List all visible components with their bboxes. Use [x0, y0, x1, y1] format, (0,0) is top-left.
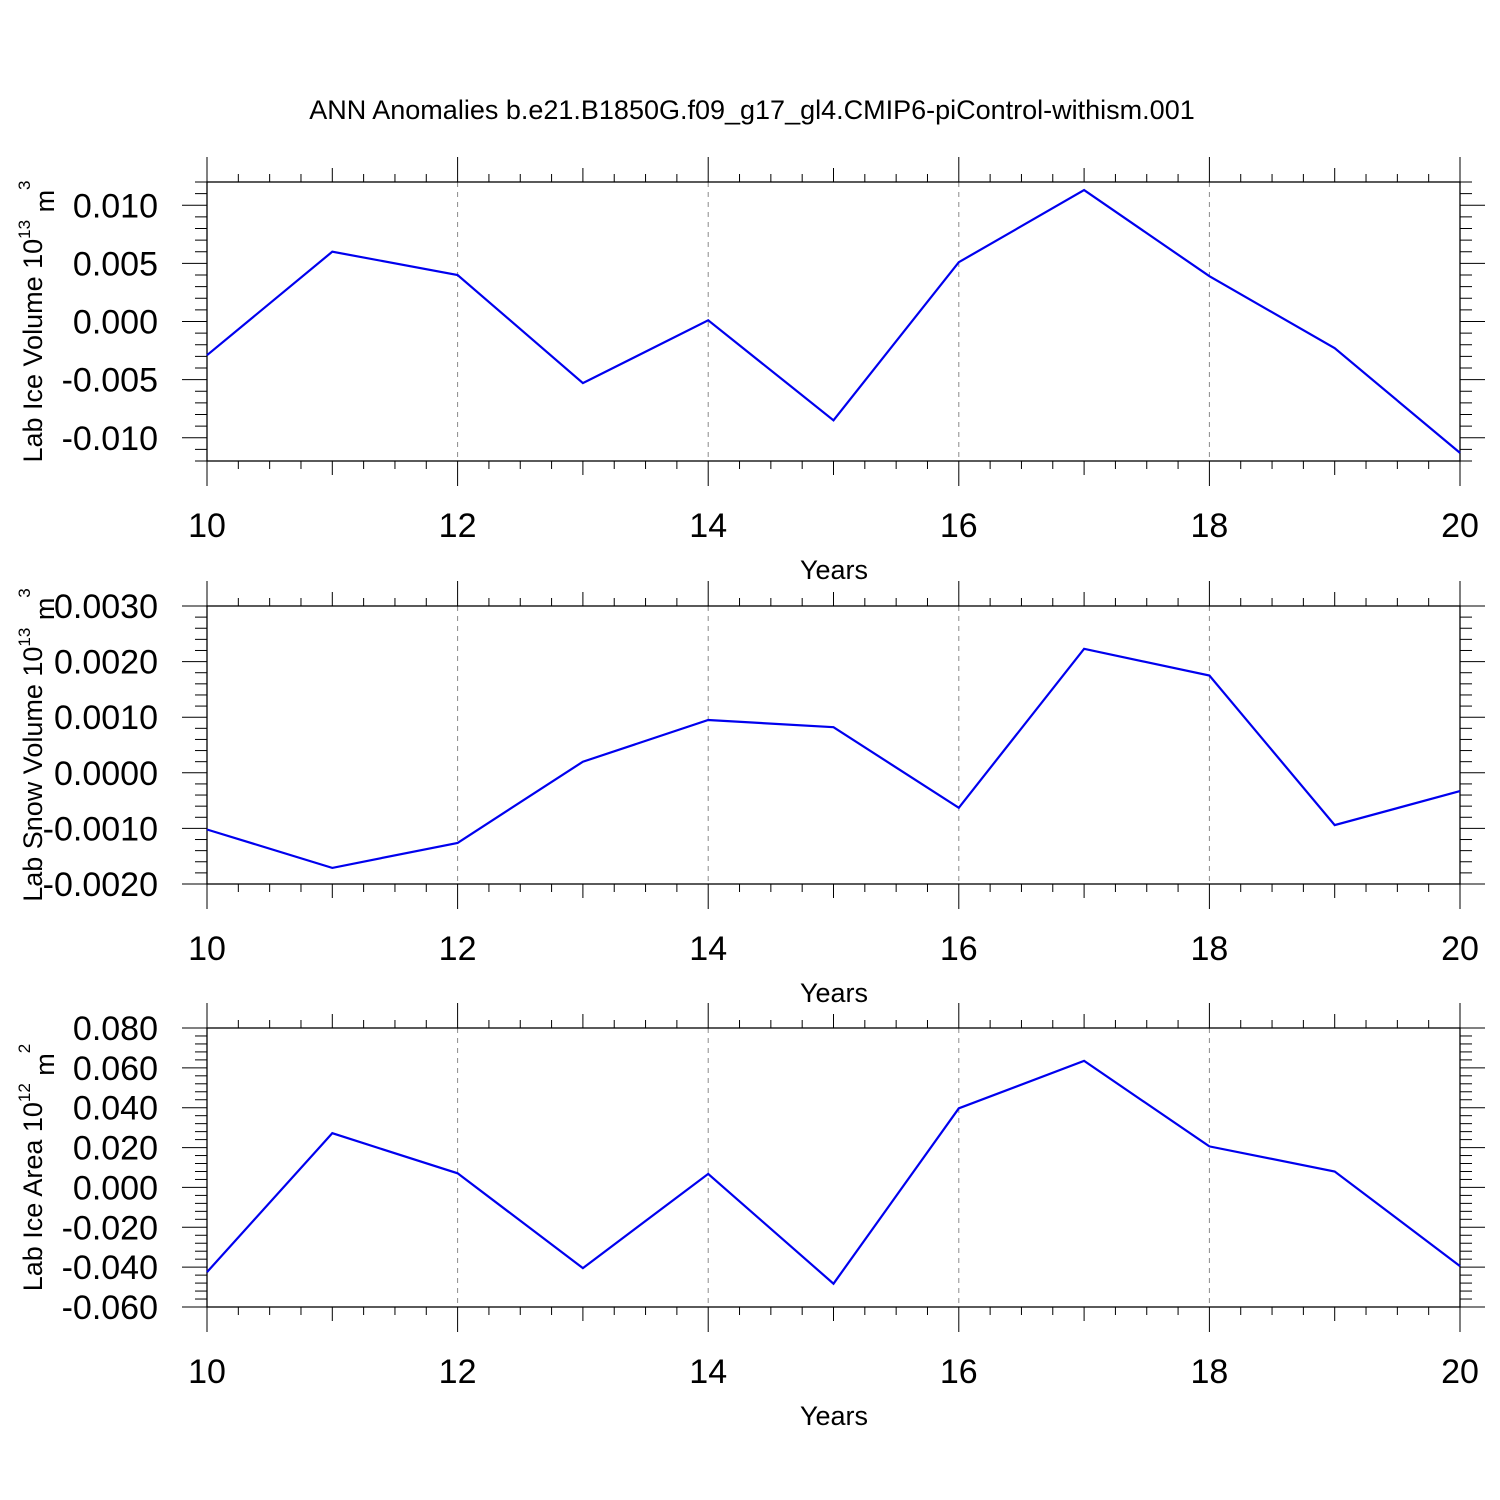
y-tick-label: 0.000: [73, 304, 158, 342]
y-tick-label: -0.0010: [43, 810, 158, 848]
y-axis-label-ylabel-exp: 12: [15, 1083, 34, 1102]
y-tick-label: -0.020: [62, 1209, 158, 1247]
y-axis-label-ylabel-unit-exp: 3: [15, 180, 34, 189]
y-tick-label: 0.080: [73, 1010, 158, 1048]
y-tick-label: 0.005: [73, 245, 158, 283]
x-tick-label: 14: [689, 930, 727, 968]
y-axis-label-ylabel-unit: m: [30, 190, 60, 220]
plot-frame: [206, 605, 1461, 885]
y-tick-label: -0.005: [62, 362, 158, 400]
x-tick-label: 12: [439, 930, 477, 968]
x-tick-label: 14: [689, 507, 727, 545]
x-tick-label: 14: [689, 1353, 727, 1391]
y-tick-label: 0.040: [73, 1090, 158, 1128]
y-tick-label: -0.010: [62, 420, 158, 458]
y-axis-label-ylabel-exp: 13: [15, 220, 34, 239]
panel-3: 0.0800.0600.0400.0200.000-0.020-0.040-0.…: [15, 1003, 1485, 1431]
series-line: [206, 647, 1461, 870]
y-tick-label: -0.0020: [43, 866, 158, 904]
y-tick-label: 0.0030: [54, 588, 158, 626]
y-tick-label: 0.0000: [54, 755, 158, 793]
x-tick-label: 20: [1441, 930, 1479, 968]
x-tick-label: 18: [1190, 507, 1228, 545]
x-tick-label: 16: [940, 507, 978, 545]
y-tick-label: 0.0020: [54, 644, 158, 682]
x-axis-label: Years: [800, 1401, 868, 1431]
y-tick-label: 0.0010: [54, 699, 158, 737]
y-axis-label: Lab Ice Volume 1013 m3: [15, 180, 60, 462]
y-axis-label-ylabel-exp: 13: [15, 628, 34, 647]
x-tick-label: 16: [940, 930, 978, 968]
y-tick-label: -0.040: [62, 1249, 158, 1287]
series-line: [206, 188, 1461, 454]
x-tick-label: 12: [439, 507, 477, 545]
y-axis-label-ylabel: Lab Snow Volume 10: [18, 647, 48, 902]
series-line: [206, 1059, 1461, 1286]
y-axis-label-ylabel-unit-exp: 2: [15, 1044, 34, 1053]
panel-2: 0.0030 0.0020 0.0010 0.0000 -0.0010 -0.0020 10…: [15, 581, 1485, 1008]
y-axis-label-ylabel-unit-exp: 3: [15, 588, 34, 597]
x-tick-label: 20: [1441, 507, 1479, 545]
x-tick-label: 12: [439, 1353, 477, 1391]
y-tick-label: 0.060: [73, 1050, 158, 1088]
x-tick-label: 10: [188, 930, 226, 968]
x-tick-label: 10: [188, 507, 226, 545]
y-axis-label: Lab Snow Volume 1013 m3: [15, 588, 60, 902]
x-tick-label: 20: [1441, 1353, 1479, 1391]
x-tick-label: 10: [188, 1353, 226, 1391]
y-axis-label-ylabel-unit: m: [30, 1053, 60, 1083]
x-tick-label: 18: [1190, 930, 1228, 968]
x-tick-label: 18: [1190, 1353, 1228, 1391]
plot-frame: [206, 1027, 1461, 1308]
y-axis-label: Lab Ice Area 1012 m2: [15, 1044, 60, 1292]
x-tick-label: 16: [940, 1353, 978, 1391]
y-tick-label: -0.060: [62, 1289, 158, 1327]
y-axis-label-ylabel: Lab Ice Volume 10: [18, 239, 48, 463]
x-axis-label: Years: [800, 978, 868, 1008]
y-tick-label: 0.020: [73, 1130, 158, 1168]
y-tick-label: 0.000: [73, 1169, 158, 1207]
chart-title: ANN Anomalies b.e21.B1850G.f09_g17_gl4.C…: [309, 95, 1194, 125]
x-axis-label: Years: [800, 555, 868, 585]
y-axis-label-ylabel-unit: m: [30, 598, 60, 628]
y-tick-label: 0.010: [73, 187, 158, 225]
panel-1: 0.010 0.005 0.000 -0.005 -0.010 10 12 14 16 18 20 Y…: [15, 157, 1485, 585]
y-axis-label-ylabel: Lab Ice Area 10: [18, 1102, 48, 1291]
